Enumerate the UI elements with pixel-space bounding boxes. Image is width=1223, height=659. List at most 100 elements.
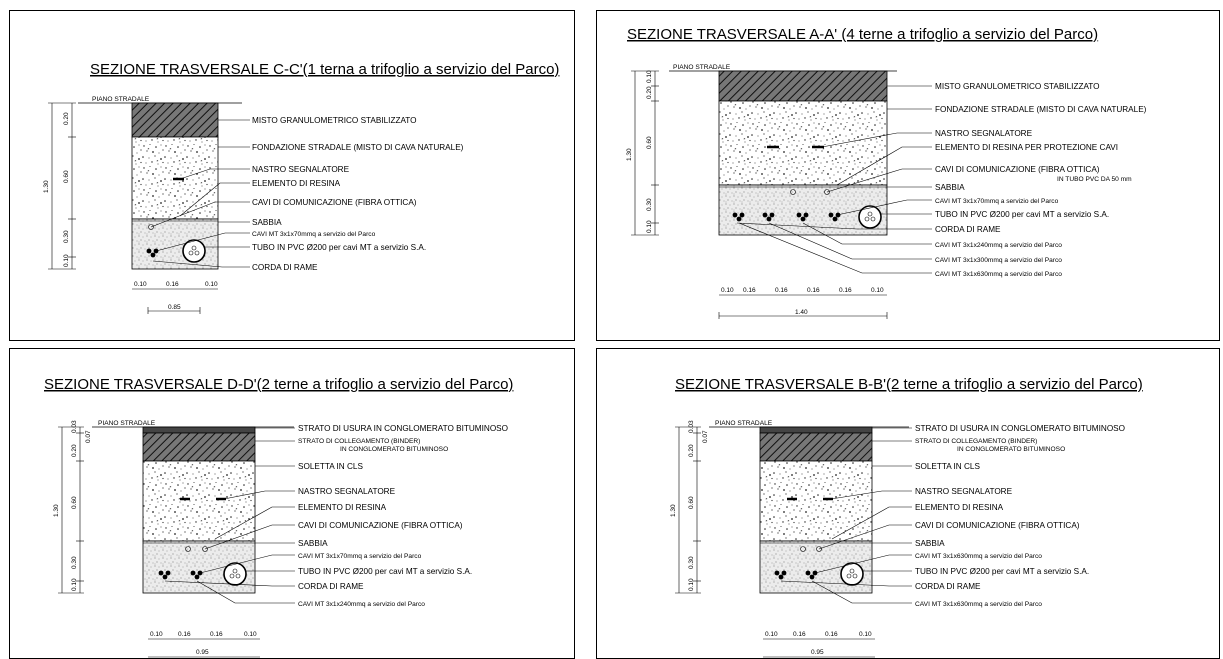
width-dim: 0.10 xyxy=(871,287,884,294)
width-dim: 0.10 xyxy=(244,631,257,638)
leader-line xyxy=(214,506,295,540)
layer-label: CORDA DI RAME xyxy=(915,582,981,591)
section-panel-dd: SEZIONE TRASVERSALE D-D'(2 terne a trifo… xyxy=(9,348,575,659)
depth-dim: 0.07 xyxy=(702,430,709,443)
depth-dim: 0.20 xyxy=(63,112,70,125)
width-dim: 0.10 xyxy=(859,631,872,638)
layer-label: ELEMENTO DI RESINA PER PROTEZIONE CAVI xyxy=(935,143,1118,152)
cable-trefoil xyxy=(158,570,171,580)
depth-dim: 0.30 xyxy=(688,556,695,569)
leader-line xyxy=(223,490,295,500)
total-width: 0.85 xyxy=(168,304,181,311)
layer-label: MISTO GRANULOMETRICO STABILIZZATO xyxy=(935,82,1100,91)
fiber-conduit xyxy=(816,546,822,552)
depth-dim: 0.10 xyxy=(71,578,78,591)
layer-label: TUBO IN PVC Ø200 per cavi MT a servizio … xyxy=(915,567,1089,576)
layer-label: NASTRO SEGNALATORE xyxy=(915,487,1013,496)
depth-dim: 0.20 xyxy=(646,86,653,99)
section-title: SEZIONE TRASVERSALE D-D'(2 terne a trifo… xyxy=(44,376,513,393)
layer-label: SABBIA xyxy=(935,183,965,192)
section-title: SEZIONE TRASVERSALE B-B'(2 terne a trifo… xyxy=(675,376,1143,393)
leader-line xyxy=(152,260,250,268)
depth-dim: 0.60 xyxy=(646,136,653,149)
cable-trefoil xyxy=(190,570,203,580)
layer-label: CAVI DI COMUNICAZIONE (FIBRA OTTICA) xyxy=(935,165,1100,174)
depth-dim: 0.10 xyxy=(688,578,695,591)
depth-dim: 0.30 xyxy=(71,556,78,569)
layer-label: ELEMENTO DI RESINA xyxy=(252,179,341,188)
pvc-tube xyxy=(840,562,864,586)
leader-line xyxy=(155,232,250,252)
layer-label: NASTRO SEGNALATORE xyxy=(298,487,396,496)
pvc-tube xyxy=(182,239,206,263)
layer-label: ELEMENTO DI RESINA xyxy=(298,503,387,512)
stabilized-layer xyxy=(131,102,219,138)
width-dim: 0.16 xyxy=(775,287,788,294)
road-label: PIANO STRADALE xyxy=(92,96,150,103)
layer-label: CAVI DI COMUNICAZIONE (FIBRA OTTICA) xyxy=(252,198,417,207)
depth-dim: 0.30 xyxy=(646,198,653,211)
layer-label: TUBO IN PVC Ø200 per cavi MT a servizio … xyxy=(298,567,472,576)
width-dim: 0.10 xyxy=(150,631,163,638)
leader-line xyxy=(199,554,295,574)
fiber-conduit xyxy=(185,546,191,552)
leader-line xyxy=(836,199,932,216)
layer-label: CAVI MT 3x1x70mmq a servizio del Parco xyxy=(252,231,376,238)
cross-section-drawing-aa: SEZIONE TRASVERSALE A-A' (4 terne a trif… xyxy=(626,26,1147,319)
width-dim: 0.16 xyxy=(839,287,852,294)
leader-line xyxy=(736,222,932,230)
leader-line xyxy=(179,168,250,180)
depth-dim: 0.20 xyxy=(71,444,78,457)
layer-label: TUBO IN PVC Ø200 per cavi MT a servizio … xyxy=(935,210,1109,219)
width-dim: 0.10 xyxy=(205,281,218,288)
layer-label: CORDA DI RAME xyxy=(298,582,364,591)
layer-label: STRATO DI USURA IN CONGLOMERATO BITUMINO… xyxy=(915,424,1125,433)
layer-label: FONDAZIONE STRADALE (MISTO DI CAVA NATUR… xyxy=(935,105,1147,114)
total-depth: 1.30 xyxy=(670,504,677,517)
depth-dim: 0.10 xyxy=(646,70,653,83)
leader-line xyxy=(836,146,932,186)
road-label: PIANO STRADALE xyxy=(715,420,773,427)
layer-label: CORDA DI RAME xyxy=(252,263,318,272)
wearing-course-layer xyxy=(142,426,256,434)
fiber-conduit xyxy=(148,224,154,230)
binder-layer xyxy=(759,432,873,462)
layer-label: STRATO DI COLLEGAMENTO (BINDER) xyxy=(298,438,420,445)
total-width: 0.95 xyxy=(196,649,209,656)
depth-dim: 0.60 xyxy=(71,496,78,509)
cable-trefoil xyxy=(762,212,775,222)
leader-line xyxy=(818,524,912,550)
road-label: PIANO STRADALE xyxy=(98,420,156,427)
width-dim: 0.16 xyxy=(743,287,756,294)
leader-line xyxy=(826,168,932,193)
layer-label: CAVI DI COMUNICAZIONE (FIBRA OTTICA) xyxy=(915,521,1080,530)
layer-label: SOLETTA IN CLS xyxy=(298,462,363,471)
leader-line xyxy=(738,222,932,274)
layer-label: CAVI MT 3x1x70mmq a servizio del Parco xyxy=(298,553,422,560)
layer-label: CAVI MT 3x1x630mmq a servizio del Parco xyxy=(915,601,1042,608)
total-width: 1.40 xyxy=(795,309,808,316)
layer-label: CAVI MT 3x1x240mmq a servizio del Parco xyxy=(298,601,425,608)
layer-label: SOLETTA IN CLS xyxy=(915,462,980,471)
layer-label: CAVI MT 3x1x300mmq a servizio del Parco xyxy=(935,257,1062,264)
width-dim: 0.16 xyxy=(166,281,179,288)
layer-label: STRATO DI COLLEGAMENTO (BINDER) xyxy=(915,438,1037,445)
stabilized-layer xyxy=(718,70,888,102)
depth-dim: 0.03 xyxy=(688,420,695,433)
layer-label: CAVI MT 3x1x630mmq a servizio del Parco xyxy=(915,553,1042,560)
section-title: SEZIONE TRASVERSALE C-C'(1 terna a trifo… xyxy=(90,61,559,78)
layer-label: ELEMENTO DI RESINA xyxy=(915,503,1004,512)
layer-label: NASTRO SEGNALATORE xyxy=(252,165,350,174)
total-depth: 1.30 xyxy=(626,148,633,161)
road-label: PIANO STRADALE xyxy=(673,64,731,71)
layer-label: CORDA DI RAME xyxy=(935,225,1001,234)
layer-label: IN TUBO PVC DA 50 mm xyxy=(1057,176,1132,183)
cable-trefoil xyxy=(774,570,787,580)
leader-line xyxy=(814,554,912,574)
leader-line xyxy=(811,580,912,604)
layer-label: CAVI MT 3x1x240mmq a servizio del Parco xyxy=(935,242,1062,249)
depth-dim: 0.07 xyxy=(85,430,92,443)
section-title: SEZIONE TRASVERSALE A-A' (4 terne a trif… xyxy=(627,26,1098,43)
cable-trefoil xyxy=(732,212,745,222)
cable-trefoil xyxy=(146,248,159,258)
